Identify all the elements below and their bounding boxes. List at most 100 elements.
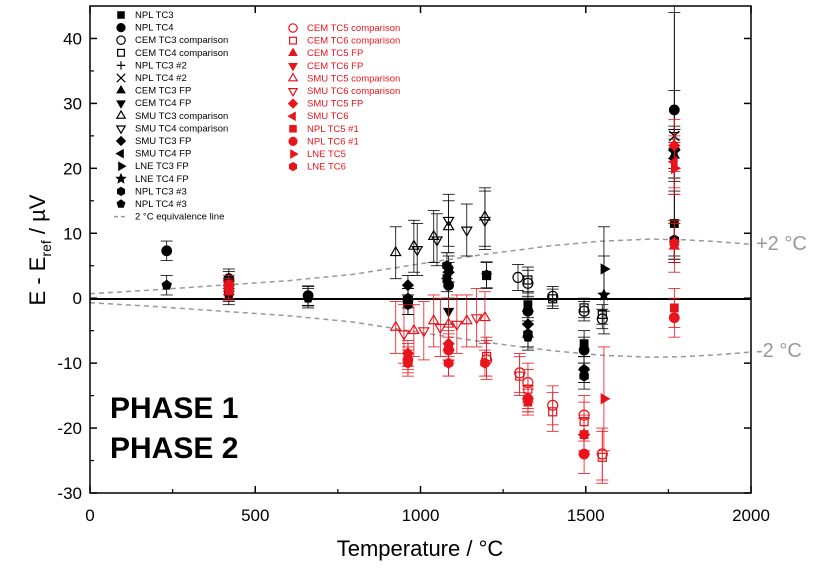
data-point-marker — [389, 320, 402, 331]
legend-marker-shape — [117, 48, 125, 57]
data-point-marker — [161, 245, 173, 257]
data-point — [411, 246, 424, 257]
legend-label: NPL TC3 #2 — [135, 60, 187, 71]
legend-marker-shape — [116, 73, 126, 83]
data-point — [397, 330, 411, 341]
data-point — [548, 294, 558, 304]
legend-marker-shape — [117, 11, 125, 19]
data-point — [671, 162, 681, 174]
legend-label: CEM TC5 comparison — [307, 23, 400, 34]
legend-marker — [287, 98, 299, 109]
legend-label: SMU TC6 comparison — [307, 86, 400, 97]
data-point — [522, 393, 534, 405]
legend-marker — [116, 84, 126, 94]
data-point — [427, 313, 440, 325]
data-point-marker — [460, 313, 473, 325]
data-point-marker — [223, 279, 235, 291]
legend-marker — [116, 199, 126, 208]
error-bar — [389, 301, 402, 354]
data-point — [522, 331, 534, 342]
legend-entry: NPL TC3 #3 — [116, 186, 187, 197]
data-point-marker — [402, 292, 414, 303]
error-bar — [596, 304, 609, 325]
legend-marker — [117, 11, 125, 19]
error-bar — [470, 288, 483, 348]
data-point-marker — [597, 287, 611, 301]
y-tick-label: -10 — [57, 354, 82, 373]
legend-entry: CEM TC4 FP — [116, 98, 191, 109]
data-point-marker — [671, 162, 681, 174]
legend-marker-shape — [288, 136, 298, 146]
legend-marker-shape — [116, 84, 126, 94]
legend-entry: SMU TC3 FP — [115, 135, 191, 147]
legend-entry: SMU TC5 FP — [287, 98, 363, 110]
series-lne-tc3-fp — [597, 141, 681, 312]
data-point-marker — [397, 330, 411, 341]
data-point-marker — [578, 448, 590, 460]
data-point-marker — [597, 452, 607, 462]
legend-marker-shape — [290, 149, 299, 159]
legend-label: SMU TC5 comparison — [307, 73, 400, 84]
error-bar — [478, 190, 491, 250]
legend-marker-shape — [116, 35, 126, 46]
legend-marker-shape — [288, 62, 298, 72]
data-point-marker — [161, 279, 172, 290]
legend-label: CEM TC6 FP — [307, 61, 363, 72]
legend-marker — [118, 161, 127, 172]
x-tick-label: 2000 — [732, 506, 770, 525]
legend-marker-shape — [116, 23, 126, 33]
data-point-marker — [403, 357, 413, 369]
data-point — [389, 320, 402, 331]
legend-label: SMU TC3 comparison — [135, 111, 228, 122]
data-point-marker — [668, 312, 680, 324]
data-point — [548, 407, 558, 417]
legend-marker-shape — [116, 199, 126, 208]
data-point — [223, 279, 235, 291]
y-tick-label: -30 — [57, 484, 82, 503]
legend-marker-shape — [115, 125, 127, 135]
data-point-marker — [600, 393, 611, 405]
series-cem-tc3-comparison — [511, 264, 609, 330]
series-lne-tc6 — [401, 223, 681, 377]
data-point — [481, 269, 492, 280]
legend-marker — [115, 135, 127, 147]
legend-marker-shape — [115, 109, 127, 119]
legend-marker-shape — [287, 72, 299, 82]
legend-marker — [116, 100, 126, 109]
data-point — [442, 317, 455, 328]
data-point-marker — [481, 269, 492, 280]
y-tick-label: 20 — [63, 159, 82, 178]
y-tick-label: 0 — [73, 289, 82, 308]
legend-marker-shape — [287, 98, 299, 109]
series-lne-tc4-fp — [597, 125, 682, 335]
legend-marker — [288, 23, 298, 33]
x-axis-title: Temperature / °C — [337, 536, 504, 561]
data-point — [515, 371, 525, 381]
data-point — [597, 309, 607, 319]
error-bar — [442, 193, 455, 247]
data-point — [578, 364, 590, 375]
x-tick-label: 1500 — [567, 506, 605, 525]
data-point — [417, 327, 430, 338]
legend-entry: CEM TC6 FP — [288, 61, 363, 72]
legend-marker — [115, 125, 127, 135]
legend-marker — [115, 172, 127, 184]
legend-label: CEM TC4 FP — [135, 98, 191, 109]
legend-entry: NPL TC4 #3 — [116, 199, 187, 210]
data-point-marker — [470, 314, 483, 325]
legend-entry: SMU TC4 comparison — [115, 123, 228, 135]
legend-marker — [289, 125, 297, 133]
data-point — [600, 263, 611, 275]
legend-marker-shape — [115, 172, 127, 184]
data-point — [470, 314, 483, 325]
legend-marker-shape — [289, 36, 297, 45]
error-bar — [521, 266, 534, 294]
legend-marker — [288, 136, 298, 146]
legend-label: SMU TC4 comparison — [135, 123, 228, 134]
legend-entry: LNE TC6 — [288, 162, 346, 173]
data-point — [669, 237, 680, 249]
series-smu-tc3-comparison — [389, 187, 491, 280]
legend-entry: CEM TC4 comparison — [117, 48, 228, 59]
legend-entry: NPL TC5 #1 — [289, 124, 359, 135]
